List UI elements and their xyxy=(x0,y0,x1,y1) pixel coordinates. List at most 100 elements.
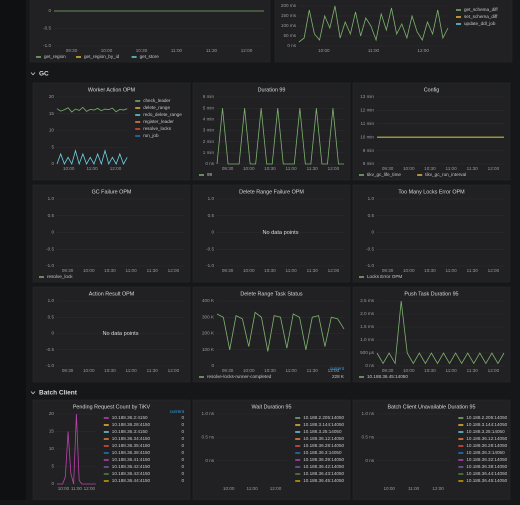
sidebar xyxy=(0,0,26,500)
legend-label[interactable]: 10.188.36.35:4150 xyxy=(112,443,151,448)
legend-label[interactable]: 10.188.36.39:14050 xyxy=(303,457,344,462)
legend-label[interactable]: register_leader xyxy=(143,119,174,124)
y-tick-label: 0 ns xyxy=(287,43,296,48)
x-tick-label: 10:00 xyxy=(403,368,415,373)
y-tick-label: 1.0 ms xyxy=(360,337,374,342)
collapse-chevron[interactable] xyxy=(30,72,36,76)
legend-label[interactable]: get_store xyxy=(140,54,160,59)
legend-label[interactable]: 10.188.36.38:14050 xyxy=(466,464,507,469)
y-tick-label: 2 min xyxy=(203,139,215,144)
legend-header[interactable]: current xyxy=(330,366,345,371)
legend-label[interactable]: 10.188.36.43:14050 xyxy=(303,471,344,476)
y-tick-label: 0 xyxy=(211,230,214,235)
legend-label[interactable]: 10.188.36.28:14050 xyxy=(466,443,507,448)
x-tick-label: 10:30 xyxy=(136,48,148,53)
legend-label[interactable]: Locks Error OPM xyxy=(367,274,402,279)
legend-label[interactable]: 10.188.36.38:4150 xyxy=(112,450,151,455)
legend-label[interactable]: 10.188.36.45:14050 xyxy=(466,478,507,483)
legend-current: 0 xyxy=(181,429,184,434)
legend-header[interactable]: current xyxy=(170,409,185,414)
no-data: No data points xyxy=(262,230,298,236)
legend-current: 0 xyxy=(181,422,184,427)
y-tick-label: 1.0 ns xyxy=(361,411,374,416)
legend-label[interactable]: 10.188.36.43:4150 xyxy=(112,471,151,476)
y-tick-label: 0 ns xyxy=(365,458,374,463)
y-tick-label: 150 ms xyxy=(281,13,297,18)
legend-label[interactable]: update_ddl_job xyxy=(464,21,496,26)
y-tick-label: -1.0 xyxy=(46,363,54,368)
legend-label[interactable]: resolve_lock xyxy=(47,274,73,279)
x-tick-label: 09:30 xyxy=(66,48,78,53)
legend-label[interactable]: 10.188.3.144:14050 xyxy=(303,422,344,427)
legend-label[interactable]: 10.188.2.205:14050 xyxy=(303,415,344,420)
legend-label[interactable]: 10.188.3.25:14050 xyxy=(466,429,505,434)
x-tick-label: 11:00 xyxy=(446,268,458,273)
x-tick-label: 12:00 xyxy=(488,166,500,171)
legend-label[interactable]: 99 xyxy=(207,172,213,177)
legend-label[interactable]: tikv_gc_life_time xyxy=(367,172,401,177)
legend-label[interactable]: 10.188.36.3:4150 xyxy=(112,429,148,434)
legend-label[interactable]: 10.188.3.144:14050 xyxy=(466,422,507,427)
legend-label[interactable]: 10.188.3.25:14050 xyxy=(303,429,342,434)
legend-label[interactable]: tikv_gc_run_interval xyxy=(425,172,466,177)
x-tick-label: 09:30 xyxy=(382,268,394,273)
legend-label[interactable]: 10.188.36.3:14050 xyxy=(466,450,505,455)
x-tick-label: 12:00 xyxy=(328,166,340,171)
panel-title: GC Failure OPM xyxy=(92,189,132,195)
x-tick-label: 10:00 xyxy=(223,486,235,491)
y-tick-label: 0.5 xyxy=(48,213,55,218)
legend-label[interactable]: 10.188.36.45:14050 xyxy=(303,478,344,483)
x-tick-label: 10:00 xyxy=(383,486,395,491)
legend-label[interactable]: resolve_locks xyxy=(143,126,172,131)
legend-label[interactable]: 10.188.36.44:14050 xyxy=(466,471,507,476)
legend-label[interactable]: 10.188.36.44:4150 xyxy=(112,478,151,483)
y-tick-label: -0.5 xyxy=(43,26,51,31)
legend-label[interactable]: 10.188.36.34:4150 xyxy=(112,436,151,441)
legend-label[interactable]: 10.188.36.3:14050 xyxy=(303,450,342,455)
legend-label[interactable]: 10.188.36.42:14050 xyxy=(303,464,344,469)
legend-current: 228 K xyxy=(332,374,345,379)
legend-label[interactable]: get_schema_diff xyxy=(464,7,498,12)
section-title[interactable]: Batch Client xyxy=(39,390,78,397)
legend-label[interactable]: delete_range xyxy=(143,105,170,110)
legend-label[interactable]: 10.188.2.205:14050 xyxy=(466,415,507,420)
panel-title: Config xyxy=(424,87,440,93)
legend-label[interactable]: check_leader xyxy=(143,98,171,103)
collapse-chevron[interactable] xyxy=(30,391,36,395)
legend-label[interactable]: run_job xyxy=(143,133,159,138)
panel-title: Batch Client Unavailable Duration 95 xyxy=(387,404,475,410)
legend-label[interactable]: 10.188.36.41:4150 xyxy=(112,457,151,462)
legend-label[interactable]: 10.188.36.12:14050 xyxy=(466,436,507,441)
legend-label[interactable]: redo_delete_range xyxy=(143,112,182,117)
y-tick-label: -0.5 xyxy=(46,347,54,352)
legend-label[interactable]: 10.188.36.45:14050 xyxy=(367,374,408,379)
x-tick-label: 11:00 xyxy=(126,268,138,273)
y-tick-label: 15 xyxy=(49,429,55,434)
y-tick-label: 10 xyxy=(49,128,55,133)
x-tick-label: 09:30 xyxy=(382,166,394,171)
legend-label[interactable]: set_schema_diff xyxy=(464,14,498,19)
legend-label[interactable]: 10.188.36.32:14050 xyxy=(466,457,507,462)
y-tick-label: 1.0 xyxy=(368,196,375,201)
x-tick-label: 11:00 xyxy=(286,268,298,273)
y-tick-label: 6 min xyxy=(203,94,215,99)
x-tick-label: 10:00 xyxy=(63,166,75,171)
legend-label[interactable]: 10.188.36.28:4150 xyxy=(112,422,151,427)
legend-current: 0 xyxy=(181,478,184,483)
x-tick-label: 09:30 xyxy=(222,368,234,373)
section-title[interactable]: GC xyxy=(39,71,49,78)
y-tick-label: 500 µs xyxy=(360,350,375,355)
y-tick-label: 1.0 ns xyxy=(201,411,214,416)
x-tick-label: 10:30 xyxy=(264,368,276,373)
legend-label[interactable]: 10.188.36.2:4150 xyxy=(112,415,148,420)
series-line xyxy=(298,5,449,43)
legend-label[interactable]: resolve-locks-runner-completed xyxy=(207,374,272,379)
panel-title: Action Result OPM xyxy=(89,291,135,297)
y-tick-label: -1.0 xyxy=(206,263,214,268)
legend-label[interactable]: 10.188.36.12:14050 xyxy=(303,436,344,441)
legend-label[interactable]: 10.188.36.42:4150 xyxy=(112,464,151,469)
legend-label[interactable]: get_region xyxy=(44,54,66,59)
legend-label[interactable]: 10.188.36.28:14050 xyxy=(303,443,344,448)
legend-label[interactable]: get_region_by_id xyxy=(84,54,120,59)
series-line xyxy=(56,106,128,113)
